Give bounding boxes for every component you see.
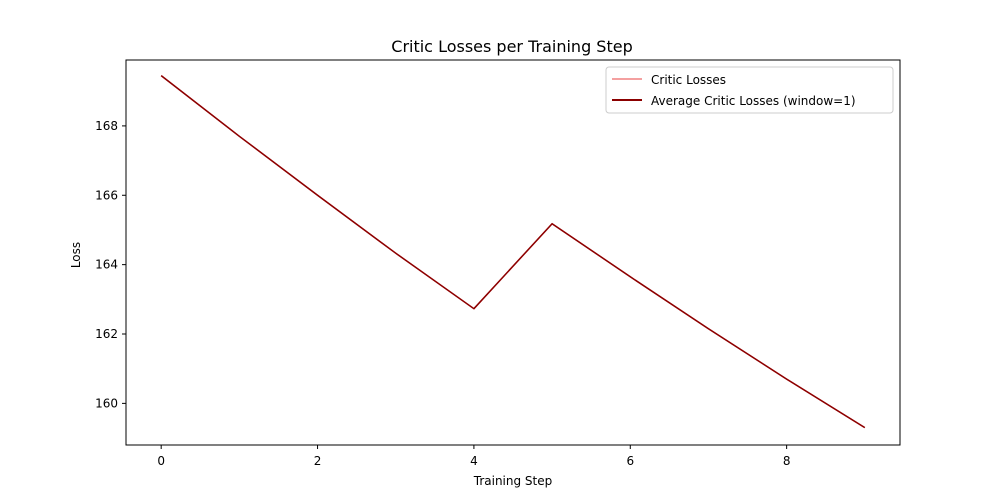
x-axis-label: Training Step — [473, 474, 553, 488]
series-line-average-critic-losses — [160, 75, 866, 429]
y-tick-label: 164 — [95, 258, 118, 272]
x-tick-label: 0 — [157, 454, 165, 468]
x-tick-label: 2 — [314, 454, 322, 468]
y-axis-label: Loss — [69, 242, 83, 268]
x-tick-label: 8 — [783, 454, 791, 468]
y-tick-label: 162 — [95, 327, 118, 341]
y-tick-label: 168 — [95, 119, 118, 133]
plot-area: 0 2 4 6 8 160 162 164 166 168 — [95, 59, 901, 468]
x-tick-label: 4 — [470, 454, 478, 468]
legend: Critic Losses Average Critic Losses (win… — [605, 66, 894, 114]
x-tick-label: 6 — [626, 454, 634, 468]
x-axis-ticks: 0 2 4 6 8 — [157, 445, 790, 468]
y-axis-ticks: 160 162 164 166 168 — [95, 119, 126, 410]
chart-title: Critic Losses per Training Step — [391, 37, 632, 56]
series-layer — [160, 75, 866, 429]
y-tick-label: 160 — [95, 396, 118, 410]
legend-label-average-critic-losses: Average Critic Losses (window=1) — [651, 94, 856, 108]
legend-label-critic-losses: Critic Losses — [651, 73, 726, 87]
y-tick-label: 166 — [95, 188, 118, 202]
legend-box — [605, 66, 894, 114]
axes-frame — [125, 59, 901, 446]
